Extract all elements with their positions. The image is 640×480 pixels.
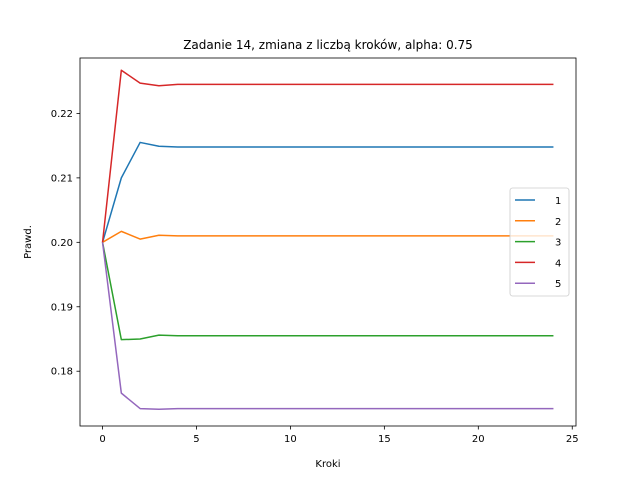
legend-label-3: 3 (555, 238, 561, 249)
legend-label-1: 1 (555, 196, 561, 207)
x-tick-label: 20 (472, 434, 485, 445)
x-tick-label: 25 (566, 434, 579, 445)
series-line-2 (102, 230, 554, 243)
plot-area (80, 58, 576, 426)
x-axis-label: Kroki (315, 459, 340, 470)
series-line-1 (101, 141, 554, 243)
legend-label-5: 5 (555, 279, 561, 290)
y-axis-ticks: 0.18 0.19 0.20 0.21 0.22 (51, 109, 80, 378)
y-tick-label: 0.19 (51, 302, 73, 313)
y-tick-label: 0.20 (51, 238, 73, 249)
x-tick-label: 5 (193, 434, 199, 445)
y-tick-label: 0.22 (51, 109, 73, 120)
x-tick-label: 15 (378, 434, 391, 445)
y-tick-label: 0.18 (51, 367, 73, 378)
y-axis-label: Prawd. (23, 225, 34, 259)
legend: 1 2 3 4 5 (509, 187, 570, 297)
y-tick-label: 0.21 (51, 173, 73, 184)
series-line-5 (101, 242, 554, 410)
x-tick-label: 0 (99, 434, 105, 445)
series-layer (101, 69, 554, 410)
series-line-4 (101, 69, 554, 243)
series-line-3 (101, 242, 554, 341)
legend-label-4: 4 (555, 258, 561, 269)
legend-label-2: 2 (555, 217, 561, 228)
chart-title: Zadanie 14, zmiana z liczbą kroków, alph… (183, 38, 473, 52)
legend-box (509, 187, 570, 297)
x-axis-ticks: 0 5 10 15 20 25 (99, 426, 579, 445)
x-tick-label: 10 (284, 434, 297, 445)
